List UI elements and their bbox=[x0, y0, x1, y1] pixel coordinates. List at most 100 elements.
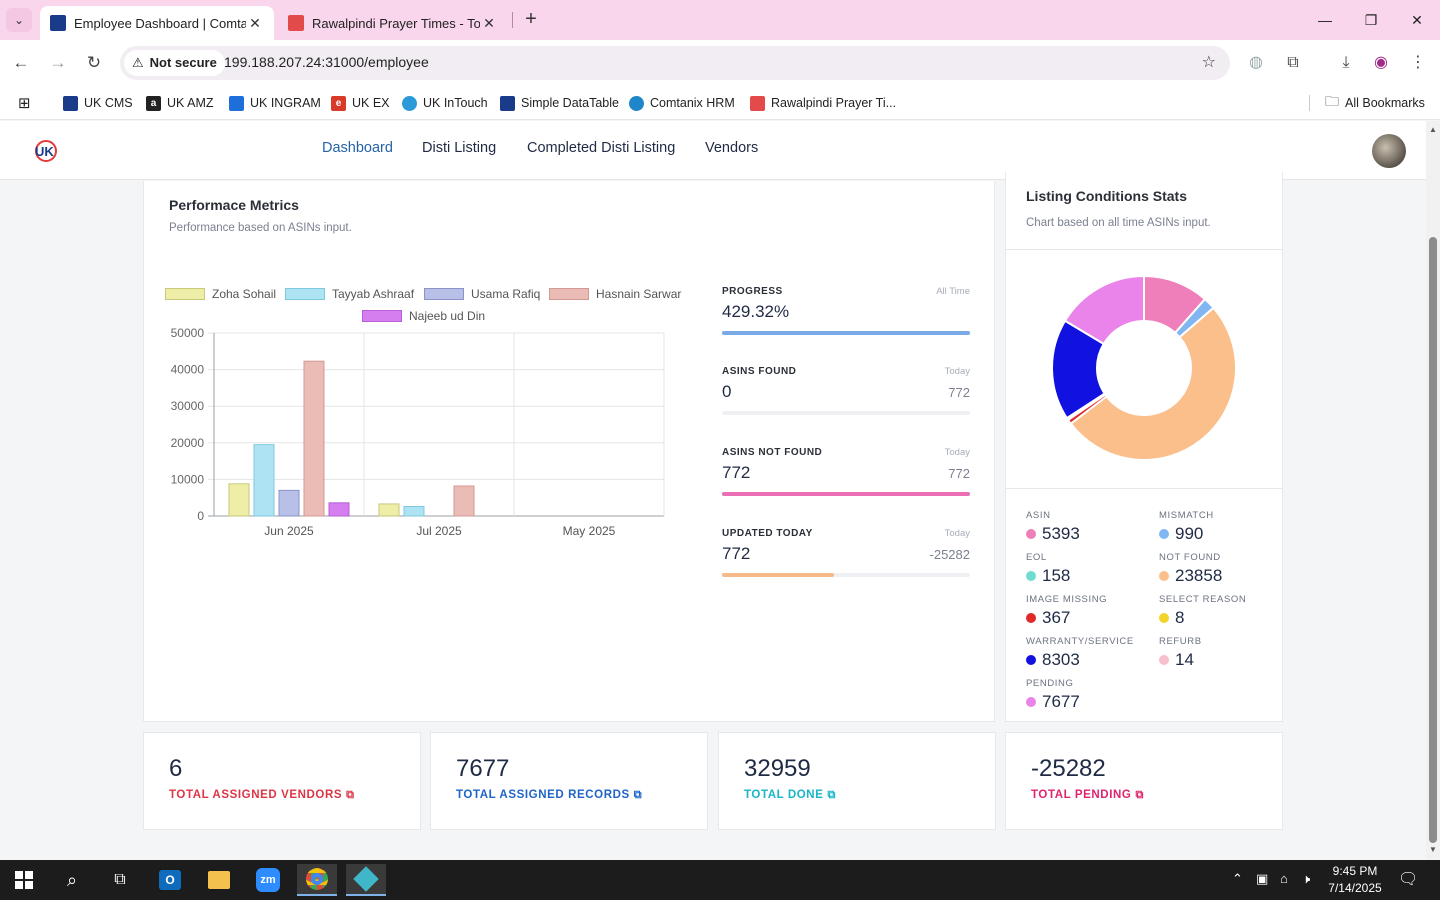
stat-label: UPDATED TODAY bbox=[722, 528, 813, 539]
zoom-app-icon[interactable]: zm bbox=[248, 864, 288, 896]
kpi-card-total-assigned-vendors: 6 TOTAL ASSIGNED VENDORS ⧉ bbox=[143, 732, 421, 830]
legend-item-zoha-sohail[interactable]: Zoha Sohail bbox=[165, 287, 276, 301]
bookmark-uk-ingram[interactable]: UK INGRAM bbox=[229, 93, 321, 113]
bookmark-star-icon[interactable]: ☆ bbox=[1201, 54, 1216, 71]
download-icon[interactable]: ⤓ bbox=[1342, 54, 1350, 71]
minimize-icon[interactable]: — bbox=[1318, 12, 1332, 28]
y-tick-label: 10000 bbox=[171, 472, 205, 486]
bookmark-simple-datatable[interactable]: Simple DataTable bbox=[500, 93, 619, 113]
kpi-card-total-done: 32959 TOTAL DONE ⧉ bbox=[718, 732, 996, 830]
kpi-link-total-assigned-vendors[interactable]: TOTAL ASSIGNED VENDORS ⧉ bbox=[169, 789, 355, 802]
bar-usama-rafiq-jun-2025[interactable] bbox=[278, 489, 300, 517]
bar-najeeb-ud-din-jun-2025[interactable] bbox=[328, 502, 350, 517]
bookmark-rawalpindi-prayer[interactable]: Rawalpindi Prayer Ti... bbox=[750, 93, 896, 113]
kpi-link-total-assigned-records[interactable]: TOTAL ASSIGNED RECORDS ⧉ bbox=[456, 789, 642, 802]
tab-employee-dashboard[interactable]: Employee Dashboard | Comtanix ✕ bbox=[40, 6, 274, 40]
condition-label: WARRANTY/SERVICE bbox=[1026, 636, 1134, 647]
scroll-up-arrow-icon[interactable]: ▲ bbox=[1429, 125, 1437, 134]
translate-globe-icon[interactable]: ◍ bbox=[1249, 54, 1263, 71]
url-text[interactable]: 199.188.207.24:31000/employee bbox=[224, 54, 429, 70]
apps-grid-icon[interactable]: ⊞ bbox=[18, 95, 31, 112]
bookmark-uk-intouch[interactable]: UK InTouch bbox=[402, 93, 488, 113]
folder-icon: 🗀 bbox=[1325, 93, 1339, 109]
kebab-menu-icon[interactable]: ⋮ bbox=[1410, 54, 1426, 71]
nav-vendors[interactable]: Vendors bbox=[705, 140, 759, 156]
stat-period: All Time bbox=[936, 286, 970, 297]
security-indicator[interactable]: ⚠ Not secure bbox=[124, 50, 225, 76]
page-scrollbar[interactable]: ▲ ▼ bbox=[1426, 121, 1440, 859]
y-tick-label: 0 bbox=[197, 509, 204, 523]
bar-zoha-sohail-jun-2025[interactable] bbox=[228, 483, 250, 517]
condition-eol: EOL 158 bbox=[1026, 552, 1156, 590]
legend-item-hasnain-sarwar[interactable]: Hasnain Sarwar bbox=[549, 287, 681, 301]
tab-rawalpindi-prayer-times[interactable]: Rawalpindi Prayer Times - Today ✕ bbox=[278, 6, 508, 40]
scroll-down-arrow-icon[interactable]: ▼ bbox=[1429, 845, 1437, 854]
external-link-icon[interactable]: ⧉ bbox=[827, 789, 836, 801]
donut-slice-pending[interactable] bbox=[1063, 275, 1145, 346]
close-tab-icon[interactable]: ✕ bbox=[483, 14, 495, 31]
tray-network-alert-icon[interactable]: ▣ bbox=[1256, 871, 1269, 886]
condition-value: 8303 bbox=[1042, 650, 1080, 669]
tray-chevron-up-icon[interactable]: ⌃ bbox=[1232, 871, 1243, 886]
tray-volume-muted-icon[interactable]: 🕨 bbox=[1302, 871, 1311, 886]
y-tick-label: 40000 bbox=[171, 363, 205, 377]
chrome-app-icon[interactable] bbox=[297, 864, 337, 896]
close-tab-icon[interactable]: ✕ bbox=[249, 14, 261, 31]
bookmark-uk-cms[interactable]: UK CMS bbox=[63, 93, 133, 113]
task-view-icon[interactable]: ⧉ bbox=[114, 871, 126, 888]
new-tab-plus-icon[interactable]: + bbox=[525, 8, 537, 30]
stat-value: 429.32% bbox=[722, 302, 790, 321]
bar-hasnain-sarwar-jun-2025[interactable] bbox=[303, 360, 325, 517]
legend-item-tayyab-ashraaf[interactable]: Tayyab Ashraaf bbox=[285, 287, 414, 301]
nav-dashboard[interactable]: Dashboard bbox=[322, 140, 393, 156]
forward-arrow-icon[interactable]: → bbox=[49, 53, 67, 72]
bar-hasnain-sarwar-jul-2025[interactable] bbox=[453, 485, 475, 517]
condition-value-row: 990 bbox=[1159, 524, 1203, 544]
bookmark-uk-ex[interactable]: e UK EX bbox=[331, 93, 390, 113]
file-explorer-icon[interactable] bbox=[199, 864, 239, 896]
condition-label: IMAGE MISSING bbox=[1026, 594, 1108, 605]
progress-fill bbox=[722, 331, 970, 335]
remote-app-icon[interactable] bbox=[346, 864, 386, 896]
notifications-icon[interactable]: 🗨 bbox=[1398, 871, 1419, 888]
progress-fill bbox=[722, 492, 970, 496]
user-avatar[interactable] bbox=[1372, 134, 1406, 168]
back-arrow-icon[interactable]: ← bbox=[12, 53, 30, 72]
legend-item-najeeb-ud-din[interactable]: Najeeb ud Din bbox=[362, 309, 485, 323]
all-bookmarks[interactable]: 🗀 All Bookmarks bbox=[1325, 93, 1425, 113]
legend-item-usama-rafiq[interactable]: Usama Rafiq bbox=[424, 287, 540, 301]
kpi-link-total-pending[interactable]: TOTAL PENDING ⧉ bbox=[1031, 789, 1144, 802]
condition-label: NOT FOUND bbox=[1159, 552, 1221, 563]
browser-tab-bar: ⌄ Employee Dashboard | Comtanix ✕ Rawalp… bbox=[0, 0, 1440, 40]
bar-tayyab-ashraaf-jun-2025[interactable] bbox=[253, 444, 275, 517]
reload-icon[interactable]: ↻ bbox=[86, 53, 102, 72]
condition-color-dot bbox=[1026, 697, 1036, 707]
external-link-icon[interactable]: ⧉ bbox=[1135, 789, 1144, 801]
nav-completed-disti-listing[interactable]: Completed Disti Listing bbox=[527, 140, 676, 156]
window-close-icon[interactable]: ✕ bbox=[1411, 12, 1423, 28]
profile-icon[interactable]: ◉ bbox=[1374, 54, 1388, 71]
search-icon[interactable]: ⌕ bbox=[66, 869, 78, 890]
outlook-app-icon[interactable]: O bbox=[150, 864, 190, 896]
bar-tayyab-ashraaf-jul-2025[interactable] bbox=[403, 505, 425, 517]
stat-value: 772 bbox=[722, 544, 751, 563]
donut-slice-eol[interactable] bbox=[1069, 306, 1237, 461]
scrollbar-thumb[interactable] bbox=[1429, 237, 1437, 843]
bar-zoha-sohail-jul-2025[interactable] bbox=[378, 503, 400, 517]
bookmark-uk-amz[interactable]: a UK AMZ bbox=[146, 93, 214, 113]
divider bbox=[1006, 249, 1282, 250]
ex-favicon-icon: e bbox=[331, 95, 346, 111]
bookmark-comtanix-hrm[interactable]: Comtanix HRM bbox=[629, 93, 735, 113]
uk-logo-icon[interactable]: UK bbox=[32, 138, 58, 164]
restore-icon[interactable]: ❐ bbox=[1364, 12, 1378, 28]
extensions-puzzle-icon[interactable]: ⧉ bbox=[1287, 54, 1299, 71]
taskbar-clock[interactable]: 9:45 PM 7/14/2025 bbox=[1320, 863, 1390, 897]
tab-search-chevron-icon[interactable]: ⌄ bbox=[6, 8, 32, 32]
nav-disti-listing[interactable]: Disti Listing bbox=[422, 140, 497, 156]
address-bar[interactable]: ⚠ Not secure 199.188.207.24:31000/employ… bbox=[120, 46, 1230, 80]
kpi-link-total-done[interactable]: TOTAL DONE ⧉ bbox=[744, 789, 836, 802]
external-link-icon[interactable]: ⧉ bbox=[346, 789, 355, 801]
tray-wifi-icon[interactable]: ⌂ bbox=[1280, 871, 1288, 886]
external-link-icon[interactable]: ⧉ bbox=[633, 789, 643, 801]
start-windows-icon[interactable] bbox=[4, 864, 44, 896]
